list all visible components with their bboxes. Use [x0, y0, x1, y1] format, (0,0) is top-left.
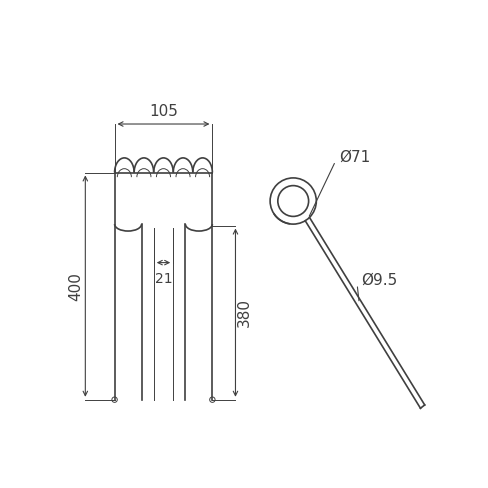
Text: Ø71: Ø71	[340, 150, 371, 164]
Text: 21: 21	[155, 272, 172, 286]
Text: 105: 105	[149, 103, 178, 119]
Text: 380: 380	[237, 298, 252, 327]
Text: Ø9.5: Ø9.5	[361, 273, 397, 288]
Text: 400: 400	[69, 272, 83, 301]
